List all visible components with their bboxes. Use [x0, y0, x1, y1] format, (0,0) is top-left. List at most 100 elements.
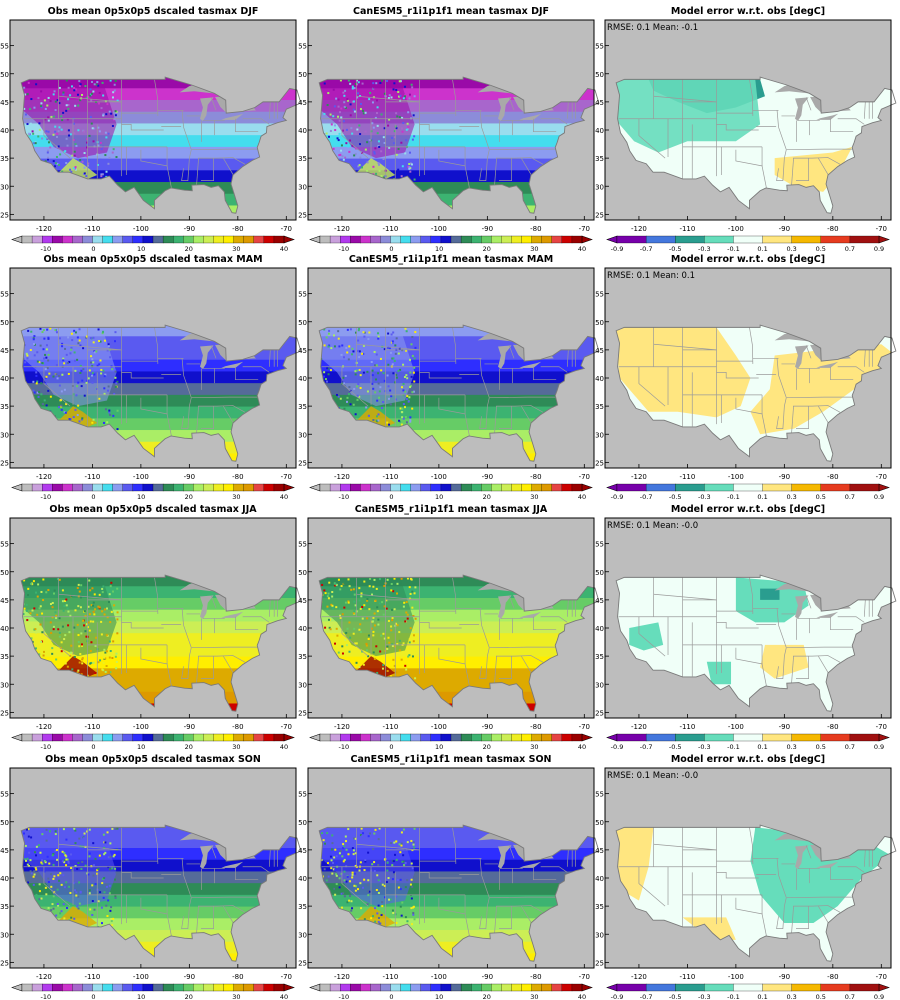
terrain-speckle	[62, 91, 65, 94]
terrain-speckle	[387, 363, 390, 366]
colorbar-label: 10	[435, 993, 443, 1000]
terrain-speckle	[402, 860, 405, 863]
terrain-speckle	[391, 878, 394, 881]
state-border	[863, 101, 866, 119]
state-border	[181, 608, 192, 679]
terrain-speckle	[39, 344, 42, 347]
y-tick-label: 40	[0, 875, 9, 883]
terrain-speckle	[101, 81, 104, 84]
great-lake	[816, 113, 839, 120]
terrain-speckle	[64, 854, 67, 857]
terrain-speckle	[109, 79, 112, 82]
terrain-speckle	[359, 861, 362, 864]
terrain-speckle	[343, 407, 346, 410]
state-border	[121, 124, 164, 131]
terrain-speckle	[115, 660, 118, 663]
terrain-speckle	[370, 917, 373, 920]
terrain-speckle	[29, 122, 32, 125]
terrain-speckle	[99, 141, 102, 144]
terrain-speckle	[374, 147, 377, 150]
terrain-speckle	[27, 329, 30, 332]
terrain-speckle	[105, 113, 108, 116]
terrain-speckle	[351, 873, 354, 876]
terrain-speckle	[406, 128, 409, 131]
terrain-speckle	[352, 853, 355, 856]
y-tick-label: 50	[298, 71, 307, 79]
panel-title: CanESM5_r1i1p1f1 mean tasmax SON	[351, 754, 552, 765]
terrain-speckle	[27, 835, 30, 838]
terrain-speckle	[110, 918, 113, 921]
terrain-speckle	[55, 914, 58, 917]
colorbar-segment	[733, 983, 764, 992]
terrain-speckle	[377, 879, 380, 882]
terrain-speckle	[103, 608, 106, 611]
terrain-speckle	[31, 609, 34, 612]
state-border	[489, 396, 556, 399]
terrain-speckle	[327, 92, 330, 95]
state-border	[735, 897, 763, 915]
state-border	[452, 327, 457, 364]
terrain-speckle	[54, 833, 57, 836]
terrain-speckle	[350, 588, 353, 591]
terrain-speckle	[101, 610, 104, 613]
terrain-speckle	[72, 167, 75, 170]
terrain-speckle	[391, 645, 394, 648]
terrain-speckle	[43, 859, 46, 862]
terrain-speckle	[29, 349, 32, 352]
terrain-speckle	[335, 627, 338, 630]
terrain-speckle	[410, 375, 413, 378]
colorbar-label: -0.1	[727, 493, 740, 501]
terrain-speckle	[357, 81, 360, 84]
colorbar-segment	[430, 733, 442, 742]
terrain-speckle	[96, 364, 99, 367]
terrain-speckle	[109, 621, 112, 624]
state-border	[356, 95, 420, 103]
terrain-speckle	[44, 160, 47, 163]
terrain-speckle	[382, 372, 385, 375]
terrain-speckle	[69, 853, 72, 856]
state-border	[817, 405, 829, 423]
terrain-speckle	[379, 650, 382, 653]
terrain-speckle	[37, 97, 40, 100]
terrain-speckle	[377, 618, 380, 621]
terrain-speckle	[349, 873, 352, 876]
terrain-speckle	[27, 81, 30, 84]
colorbar-segment	[849, 483, 880, 492]
terrain-speckle	[358, 628, 361, 631]
y-tick-label: 30	[0, 431, 9, 439]
terrain-speckle	[405, 128, 408, 131]
x-tick-label: -70	[579, 473, 590, 481]
state-border	[200, 656, 214, 679]
terrain-speckle	[368, 373, 371, 376]
terrain-speckle	[54, 125, 57, 128]
colorbar-upper-arrow	[581, 733, 593, 742]
terrain-speckle	[90, 361, 93, 364]
terrain-speckle	[335, 606, 338, 609]
terrain-speckle	[383, 637, 386, 640]
terrain-speckle	[358, 356, 361, 359]
terrain-speckle	[398, 347, 401, 350]
error-stats-label: RMSE: 0.1 Mean: -0.0	[607, 521, 698, 531]
terrain-speckle	[368, 585, 371, 588]
y-tick-label: 55	[0, 791, 9, 799]
state-border	[222, 655, 234, 673]
colorbar-upper-arrow	[283, 983, 295, 992]
colorbar-segment	[430, 483, 442, 492]
colorbar-upper-arrow	[283, 483, 295, 492]
great-lake	[795, 97, 809, 121]
y-tick-label: 45	[595, 99, 604, 107]
terrain-speckle	[42, 599, 45, 602]
terrain-speckle	[356, 838, 359, 841]
state-border	[341, 866, 369, 907]
state-border	[166, 644, 172, 687]
x-tick-label: -80	[530, 973, 541, 981]
terrain-speckle	[62, 359, 65, 362]
terrain-speckle	[367, 879, 370, 882]
terrain-speckle	[382, 158, 385, 161]
terrain-speckle	[369, 91, 372, 94]
colorbar-label: 0.7	[845, 993, 855, 1000]
terrain-speckle	[94, 671, 97, 674]
terrain-speckle	[93, 373, 96, 376]
terrain-speckle	[334, 129, 337, 132]
terrain-speckle	[87, 605, 90, 608]
